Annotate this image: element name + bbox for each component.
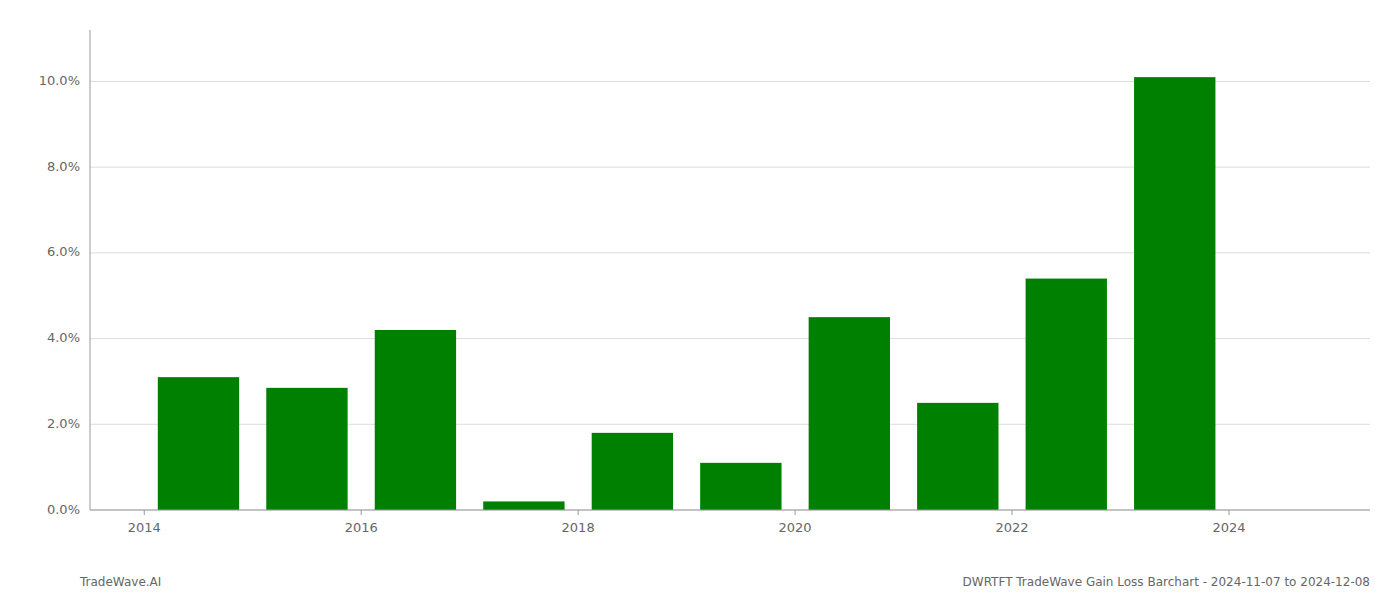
bar [1134,77,1215,510]
chart: 0.0% 2.0% 4.0% 6.0% 8.0% 10.0% 2014 2016 2018 202… [0,0,1400,600]
y-tick-label: 8.0% [47,159,80,174]
bar [375,330,456,510]
x-tick-label: 2016 [345,520,378,535]
bars [158,77,1216,510]
x-tick [1012,510,1013,515]
axes: 0.0% 2.0% 4.0% 6.0% 8.0% 10.0% 2014 2016 2018 202… [39,73,1246,535]
y-tick-label: 6.0% [47,244,80,259]
footer-right: DWRTFT TradeWave Gain Loss Barchart - 20… [963,575,1370,589]
x-tick-label: 2024 [1212,520,1245,535]
y-tick-label: 4.0% [47,330,80,345]
x-tick-label: 2020 [779,520,812,535]
x-tick-label: 2022 [995,520,1028,535]
footer-left: TradeWave.AI [79,575,161,589]
bar [1026,279,1107,510]
y-tick-label: 0.0% [47,502,80,517]
y-tick-label: 10.0% [39,73,80,88]
x-axis-line [90,510,1370,511]
bar [266,388,347,510]
bar [917,403,998,510]
bar [809,317,890,510]
bar [483,501,564,510]
x-tick [1228,510,1229,515]
y-axis-line [90,30,91,510]
bar [700,463,781,510]
bar [158,377,239,510]
bar [592,433,673,510]
x-tick [795,510,796,515]
background [0,0,1400,600]
x-tick [144,510,145,515]
x-tick-label: 2014 [128,520,161,535]
x-tick-label: 2018 [562,520,595,535]
x-tick [578,510,579,515]
y-tick-label: 2.0% [47,416,80,431]
x-tick [361,510,362,515]
chart-container: 0.0% 2.0% 4.0% 6.0% 8.0% 10.0% 2014 2016 2018 202… [0,0,1400,600]
grid-line [90,510,1370,511]
